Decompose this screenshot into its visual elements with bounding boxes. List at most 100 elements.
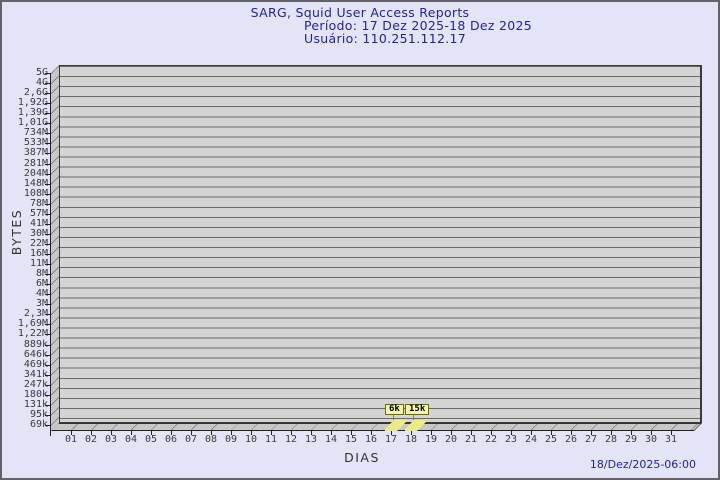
y-tick-label: 1,69M — [17, 318, 48, 330]
x-tick-label: 05 — [144, 434, 158, 445]
y-axis-line — [50, 73, 51, 436]
y-tick-mark — [45, 123, 50, 124]
x-tick-label: 17 — [384, 434, 398, 445]
y-tick-label: 22M — [29, 237, 48, 249]
y-tick-mark — [45, 284, 50, 285]
x-tick-label: 28 — [604, 434, 618, 445]
x-tick-mark — [71, 431, 72, 435]
y-tick-mark — [45, 254, 50, 255]
x-tick-mark — [191, 431, 192, 435]
y-tick-mark — [45, 304, 50, 305]
x-tick-mark — [471, 431, 472, 435]
y-tick-mark — [45, 415, 50, 416]
y-tick-label: 1,92G — [17, 97, 48, 109]
y-tick-mark — [45, 405, 50, 406]
y-tick-label: 341k — [23, 368, 48, 380]
y-tick-label: 78M — [29, 197, 48, 209]
x-tick-mark — [91, 431, 92, 435]
x-tick-mark — [591, 431, 592, 435]
y-tick-mark — [45, 143, 50, 144]
chart-period: Período: 17 Dez 2025-18 Dez 2025 — [304, 18, 533, 33]
x-axis-title: DIAS — [344, 450, 380, 465]
x-tick-label: 31 — [664, 434, 678, 445]
y-tick-mark — [45, 345, 50, 346]
y-tick-label: 2,6G — [23, 87, 48, 99]
generation-timestamp: 18/Dez/2025-06:00 — [589, 458, 696, 471]
x-tick-label: 20 — [444, 434, 458, 445]
x-tick-label: 10 — [244, 434, 258, 445]
x-tick-mark — [511, 431, 512, 435]
y-tick-label: 1,01G — [17, 117, 48, 129]
y-tick-mark — [45, 395, 50, 396]
y-tick-mark — [45, 334, 50, 335]
y-tick-label: 6M — [35, 278, 48, 290]
y-tick-mark — [45, 264, 50, 265]
y-tick-mark — [45, 224, 50, 225]
x-tick-mark — [251, 431, 252, 435]
y-tick-mark — [45, 365, 50, 366]
y-tick-mark — [45, 113, 50, 114]
x-tick-label: 24 — [524, 434, 538, 445]
x-tick-mark — [651, 431, 652, 435]
x-tick-mark — [311, 431, 312, 435]
x-tick-mark — [611, 431, 612, 435]
x-tick-mark — [371, 431, 372, 435]
x-tick-label: 27 — [584, 434, 598, 445]
y-tick-mark — [45, 214, 50, 215]
x-tick-label: 30 — [644, 434, 658, 445]
y-tick-mark — [45, 244, 50, 245]
bar-value-stem — [413, 415, 414, 420]
x-tick-label: 14 — [324, 434, 338, 445]
x-tick-mark — [391, 431, 392, 435]
x-tick-label: 09 — [224, 434, 238, 445]
y-tick-mark — [45, 133, 50, 134]
y-tick-label: 180k — [23, 388, 48, 400]
y-tick-mark — [45, 83, 50, 84]
y-tick-label: 889k — [23, 338, 48, 350]
x-tick-mark — [111, 431, 112, 435]
bar-value-label: 6k — [385, 404, 404, 415]
x-tick-label: 25 — [544, 434, 558, 445]
x-tick-mark — [451, 431, 452, 435]
x-tick-mark — [291, 431, 292, 435]
y-tick-mark — [45, 174, 50, 175]
x-tick-label: 21 — [464, 434, 478, 445]
y-tick-label: 8M — [35, 268, 48, 280]
x-tick-mark — [491, 431, 492, 435]
x-tick-label: 19 — [424, 434, 438, 445]
y-tick-mark — [45, 164, 50, 165]
plot-left-wall — [51, 65, 59, 431]
x-tick-label: 12 — [284, 434, 298, 445]
x-tick-mark — [531, 431, 532, 435]
y-tick-label: 95k — [29, 408, 48, 420]
x-tick-mark — [571, 431, 572, 435]
y-tick-mark — [45, 93, 50, 94]
y-tick-label: 5G — [35, 67, 48, 78]
plot-area — [59, 65, 702, 423]
y-tick-label: 734M — [23, 127, 48, 139]
x-tick-mark — [271, 431, 272, 435]
x-tick-label: 16 — [364, 434, 378, 445]
x-tick-label: 26 — [564, 434, 578, 445]
y-tick-label: 41M — [29, 217, 48, 229]
x-tick-mark — [551, 431, 552, 435]
x-tick-label: 04 — [124, 434, 138, 445]
y-tick-label: 4M — [35, 288, 48, 300]
x-tick-label: 15 — [344, 434, 358, 445]
y-tick-mark — [45, 324, 50, 325]
x-tick-label: 23 — [504, 434, 518, 445]
y-tick-label: 281M — [23, 157, 48, 169]
y-tick-mark — [45, 73, 50, 74]
x-tick-label: 01 — [64, 434, 78, 445]
y-tick-label: 4G — [35, 77, 48, 89]
y-tick-label: 30M — [29, 227, 48, 239]
y-tick-label: 1,39G — [17, 107, 48, 119]
bar-value-stem — [393, 415, 394, 420]
x-tick-label: 07 — [184, 434, 198, 445]
y-tick-mark — [45, 204, 50, 205]
y-tick-label: 533M — [23, 137, 48, 149]
x-tick-label: 29 — [624, 434, 638, 445]
chart-user: Usuário: 110.251.112.17 — [304, 31, 466, 46]
y-tick-mark — [45, 425, 50, 426]
y-tick-label: 1,22M — [17, 328, 48, 340]
